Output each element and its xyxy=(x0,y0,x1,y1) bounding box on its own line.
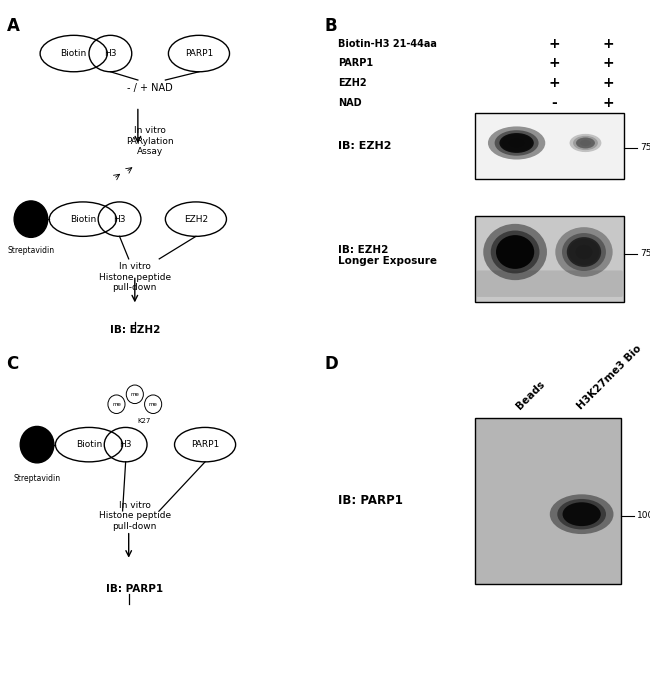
Circle shape xyxy=(14,201,47,237)
Text: Biotin: Biotin xyxy=(76,440,102,449)
Ellipse shape xyxy=(565,504,599,525)
FancyBboxPatch shape xyxy=(474,418,621,584)
Ellipse shape xyxy=(483,224,547,280)
Text: H3: H3 xyxy=(120,440,132,449)
Text: K27: K27 xyxy=(137,418,151,424)
Ellipse shape xyxy=(572,509,591,520)
Text: 75: 75 xyxy=(640,249,650,259)
Ellipse shape xyxy=(580,139,591,146)
Text: Biotin: Biotin xyxy=(70,215,96,224)
Ellipse shape xyxy=(491,230,540,273)
Text: PARP1: PARP1 xyxy=(185,49,213,58)
Ellipse shape xyxy=(562,233,606,271)
Ellipse shape xyxy=(576,137,595,148)
Ellipse shape xyxy=(569,239,599,265)
Text: D: D xyxy=(325,355,339,373)
Text: H3: H3 xyxy=(113,215,126,224)
Ellipse shape xyxy=(562,502,601,526)
Text: IB: EZH2
Longer Exposure: IB: EZH2 Longer Exposure xyxy=(338,245,437,266)
Ellipse shape xyxy=(567,237,601,267)
Text: A: A xyxy=(6,17,20,35)
Text: +: + xyxy=(603,77,614,90)
FancyBboxPatch shape xyxy=(474,216,625,302)
Text: B: B xyxy=(325,17,337,35)
Text: 75: 75 xyxy=(640,144,650,152)
Text: +: + xyxy=(549,77,560,90)
Text: EZH2: EZH2 xyxy=(338,79,367,88)
Text: me: me xyxy=(149,402,157,406)
Ellipse shape xyxy=(508,138,525,148)
Text: H3: H3 xyxy=(104,49,116,58)
Text: IB: PARP1: IB: PARP1 xyxy=(338,495,402,507)
Text: In vitro
Histone peptide
pull-down: In vitro Histone peptide pull-down xyxy=(99,262,171,292)
Ellipse shape xyxy=(557,499,606,529)
Text: +: + xyxy=(603,37,614,50)
Text: PARP1: PARP1 xyxy=(338,59,373,68)
Text: +: + xyxy=(603,96,614,110)
Ellipse shape xyxy=(555,227,613,277)
Circle shape xyxy=(20,426,54,463)
Ellipse shape xyxy=(569,134,601,152)
Text: me: me xyxy=(112,402,121,406)
Text: In vitro
PARylation
Assay: In vitro PARylation Assay xyxy=(126,126,174,156)
Text: - / + NAD: - / + NAD xyxy=(127,83,173,93)
Ellipse shape xyxy=(495,130,539,156)
Text: Streptavidin: Streptavidin xyxy=(7,246,55,255)
Text: NAD: NAD xyxy=(338,98,361,108)
Ellipse shape xyxy=(573,136,598,150)
Text: EZH2: EZH2 xyxy=(184,215,208,224)
Text: H3K27me3 Bio: H3K27me3 Bio xyxy=(575,344,643,411)
Text: me: me xyxy=(131,392,139,397)
FancyBboxPatch shape xyxy=(476,270,623,297)
Text: +: + xyxy=(549,57,560,70)
Ellipse shape xyxy=(575,245,593,259)
Ellipse shape xyxy=(550,494,614,534)
Text: Biotin-H3 21-44aa: Biotin-H3 21-44aa xyxy=(338,39,437,48)
Ellipse shape xyxy=(501,134,532,152)
Ellipse shape xyxy=(499,237,532,267)
Text: 100: 100 xyxy=(637,511,650,520)
Text: Beads: Beads xyxy=(515,379,547,411)
Text: PARP1: PARP1 xyxy=(191,440,219,449)
Ellipse shape xyxy=(496,235,534,269)
Text: Biotin: Biotin xyxy=(60,49,87,58)
Text: IB: PARP1: IB: PARP1 xyxy=(106,584,163,593)
Ellipse shape xyxy=(488,126,545,159)
Text: +: + xyxy=(549,37,560,50)
Text: +: + xyxy=(603,57,614,70)
Text: In vitro
Histone peptide
pull-down: In vitro Histone peptide pull-down xyxy=(99,501,171,531)
Text: IB: EZH2: IB: EZH2 xyxy=(110,325,160,335)
FancyBboxPatch shape xyxy=(474,113,625,179)
Ellipse shape xyxy=(499,133,534,153)
Text: C: C xyxy=(6,355,19,373)
Ellipse shape xyxy=(577,138,594,148)
Ellipse shape xyxy=(506,244,525,260)
Text: Streptavidin: Streptavidin xyxy=(14,475,60,484)
Text: IB: EZH2: IB: EZH2 xyxy=(338,141,391,151)
Text: -: - xyxy=(551,96,557,110)
